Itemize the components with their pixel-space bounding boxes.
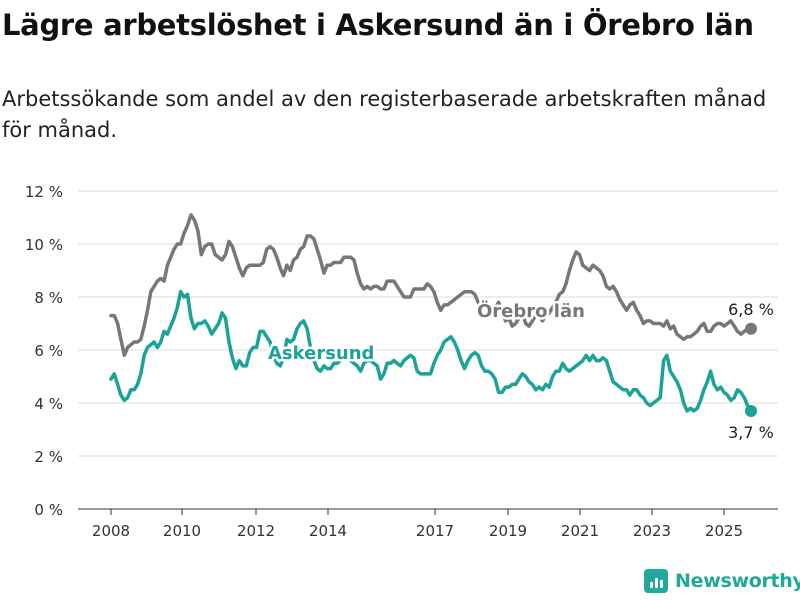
x-tick-label: 2019: [489, 522, 527, 540]
x-tick-label: 2012: [237, 522, 275, 540]
series-end-point-orebro-lan: [745, 322, 757, 335]
y-tick-label: 12 %: [25, 183, 63, 201]
chart-subtitle: Arbetssökande som andel av den registerb…: [2, 87, 767, 142]
x-tick-label: 2021: [561, 522, 599, 540]
y-tick-label: 10 %: [25, 236, 63, 254]
series-label-orebro-lan: Örebro län: [477, 300, 585, 322]
x-tick-label: 2014: [309, 522, 347, 540]
y-tick-label: 2 %: [34, 448, 63, 466]
newsworthy-logo-icon: [644, 569, 668, 593]
brand-name: Newsworthy: [675, 570, 800, 592]
x-tick-label: 2017: [416, 522, 454, 540]
y-tick-label: 6 %: [34, 342, 63, 360]
x-tick-label: 2025: [705, 522, 743, 540]
series-end-point-askersund: [745, 404, 757, 417]
series-line-askersund: [109, 289, 753, 413]
series-line-orebro-lan: [109, 213, 753, 358]
y-tick-label: 0 %: [34, 501, 63, 519]
end-value-label-orebro-lan: 6,8 %: [728, 300, 774, 319]
end-value-label-askersund: 3,7 %: [728, 423, 774, 442]
chart-title: Lägre arbetslöshet i Askersund än i Öreb…: [2, 8, 754, 42]
series-label-askersund: Askersund: [268, 343, 374, 364]
x-tick-label: 2008: [92, 522, 130, 540]
y-tick-label: 4 %: [34, 395, 63, 413]
x-tick-label: 2023: [633, 522, 671, 540]
x-tick-label: 2010: [163, 522, 201, 540]
brand-logo: Newsworthy: [644, 569, 800, 593]
y-tick-label: 8 %: [34, 289, 63, 307]
